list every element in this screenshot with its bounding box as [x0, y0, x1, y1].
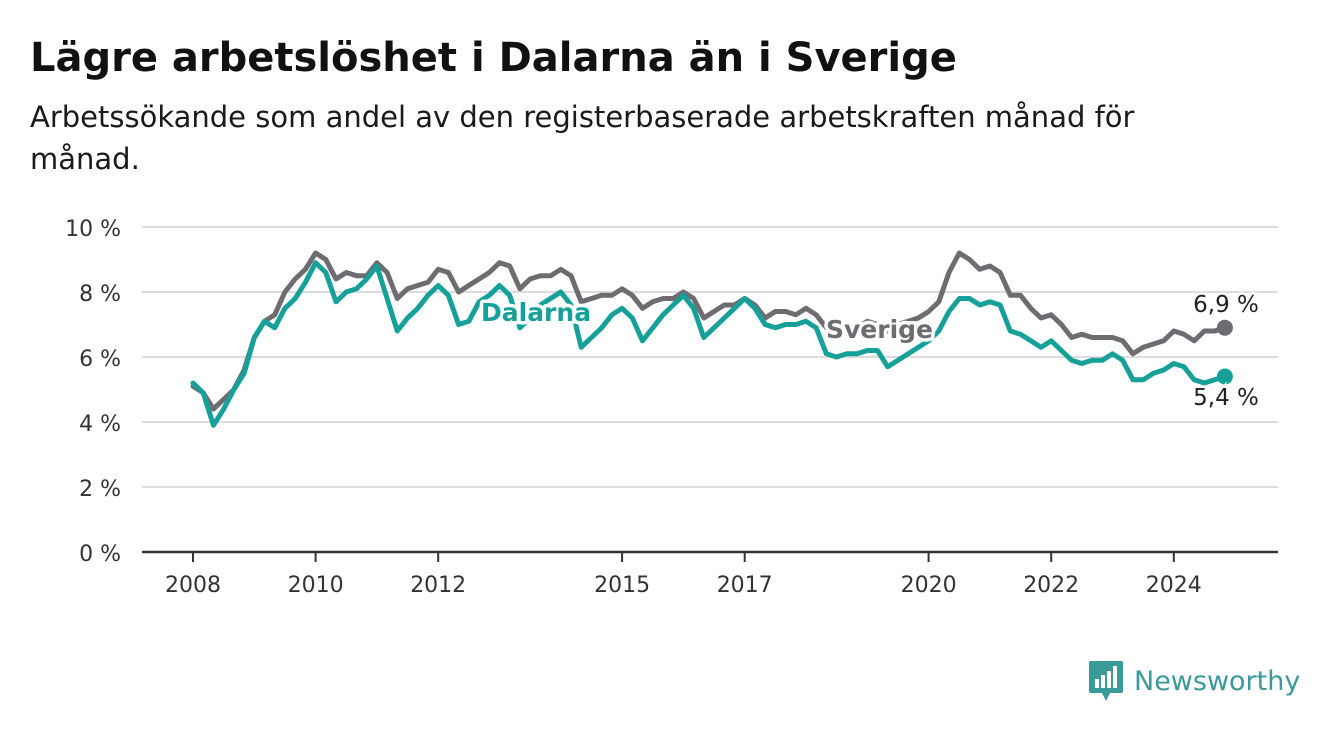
newsworthy-logo-icon [1089, 661, 1123, 701]
brand-name: Newsworthy [1134, 665, 1301, 697]
series-label-dalarna: Dalarna [481, 298, 591, 327]
x-axis: 2008 2010 2012 2015 2017 2020 2022 2024 [142, 550, 1278, 598]
series-label-sverige: Sverige [826, 315, 933, 344]
y-tick-label: 8 % [79, 282, 121, 307]
y-tick-label: 10 % [65, 217, 121, 242]
chart-title: Lägre arbetslöshet i Dalarna än i Sverig… [30, 35, 957, 81]
x-tick-label: 2020 [901, 573, 957, 598]
end-label-sverige: 6,9 % [1193, 292, 1259, 318]
y-tick-label: 4 % [79, 412, 121, 437]
x-tick-label: 2022 [1023, 573, 1079, 598]
newsworthy-brand[interactable]: Newsworthy [1088, 658, 1300, 704]
end-label-dalarna: 5,4 % [1193, 385, 1259, 411]
sverige-end-marker [1216, 319, 1233, 336]
sverige-line [190, 250, 1228, 412]
x-tick-label: 2024 [1146, 573, 1202, 598]
x-tick-label: 2015 [594, 573, 650, 598]
y-axis-ticks: 0 % 2 % 4 % 6 % 8 % 10 % [65, 217, 121, 567]
y-tick-label: 6 % [79, 347, 121, 372]
series-lines [190, 250, 1233, 428]
dalarna-end-marker [1216, 368, 1233, 385]
chart-subtitle: Arbetssökande som andel av den registerb… [30, 100, 1135, 176]
gridlines [142, 226, 1278, 488]
y-tick-label: 2 % [79, 477, 121, 502]
series-labels: Dalarna Sverige 6,9 % 5,4 % [478, 290, 1262, 414]
x-tick-label: 2010 [288, 573, 344, 598]
y-tick-label: 0 % [79, 542, 121, 567]
x-tick-label: 2008 [165, 573, 221, 598]
dalarna-line [190, 260, 1228, 428]
x-tick-label: 2012 [410, 573, 466, 598]
x-tick-label: 2017 [717, 573, 773, 598]
